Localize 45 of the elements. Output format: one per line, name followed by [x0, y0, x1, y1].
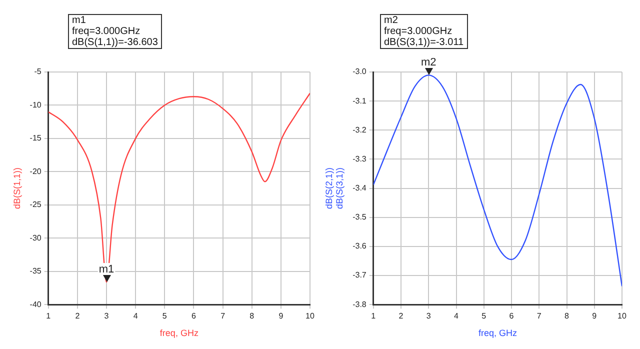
y-tick-label: -40: [30, 300, 42, 309]
x-tick-label: 4: [454, 312, 460, 321]
x-tick-label: 6: [509, 312, 514, 321]
x-axis-title: freq, GHz: [478, 328, 518, 338]
y-tick-label: -5: [34, 67, 42, 76]
annotation: m1: [98, 264, 114, 276]
x-tick-label: 9: [278, 312, 284, 321]
x-tick-label: 2: [398, 312, 404, 321]
y-axis-title: dB(S(2,1)) dB(S(3,1)): [324, 168, 345, 210]
y-tick-label: -3.6: [352, 242, 367, 251]
x-tick-label: 1: [46, 312, 52, 321]
y-tick-label: -25: [30, 200, 42, 210]
y-tick-label: -10: [30, 100, 42, 110]
annotation: m2: [420, 56, 436, 69]
y-tick-label: -3.5: [352, 212, 367, 222]
x-tick-label: 10: [618, 312, 627, 321]
x-tick-label: 7: [220, 312, 226, 321]
x-tick-label: 3: [104, 312, 110, 321]
y-tick-label: -3.7: [352, 270, 367, 280]
x-tick-label: 5: [162, 312, 168, 321]
x-tick-label: 4: [133, 312, 138, 321]
y-tick-label: -30: [30, 233, 42, 242]
x-tick-label: 3: [426, 312, 432, 321]
y-tick-label: -3.8: [352, 300, 367, 309]
x-tick-label: 8: [564, 312, 570, 321]
y-tick-label: -15: [30, 134, 42, 143]
x-tick-label: 10: [306, 312, 315, 321]
x-tick-label: 8: [250, 312, 255, 321]
y-tick-label: -20: [30, 166, 42, 176]
x-tick-label: 2: [75, 312, 80, 321]
y-tick-label: -3.2: [352, 125, 367, 134]
x-tick-label: 9: [592, 312, 598, 321]
x-axis-title: freq, GHz: [160, 328, 199, 338]
text: m1 freq=3.000GHz dB(S(1,1))=-36.603: [68, 14, 162, 49]
y-axis-title: dB(S(1,1)): [12, 168, 22, 210]
x-tick-label: 7: [536, 312, 542, 321]
x-tick-label: 6: [191, 312, 196, 321]
y-tick-label: -3.3: [352, 154, 367, 164]
y-tick-label: -35: [30, 266, 42, 276]
y-tick-label: -3.4: [352, 184, 367, 193]
text: m2 freq=3.000GHz dB(S(3,1))=-3.011: [380, 14, 468, 49]
x-tick-label: 1: [371, 312, 376, 321]
x-tick-label: 5: [482, 312, 487, 321]
y-tick-label: -3.1: [352, 96, 367, 106]
y-tick-label: -3.0: [352, 67, 367, 76]
